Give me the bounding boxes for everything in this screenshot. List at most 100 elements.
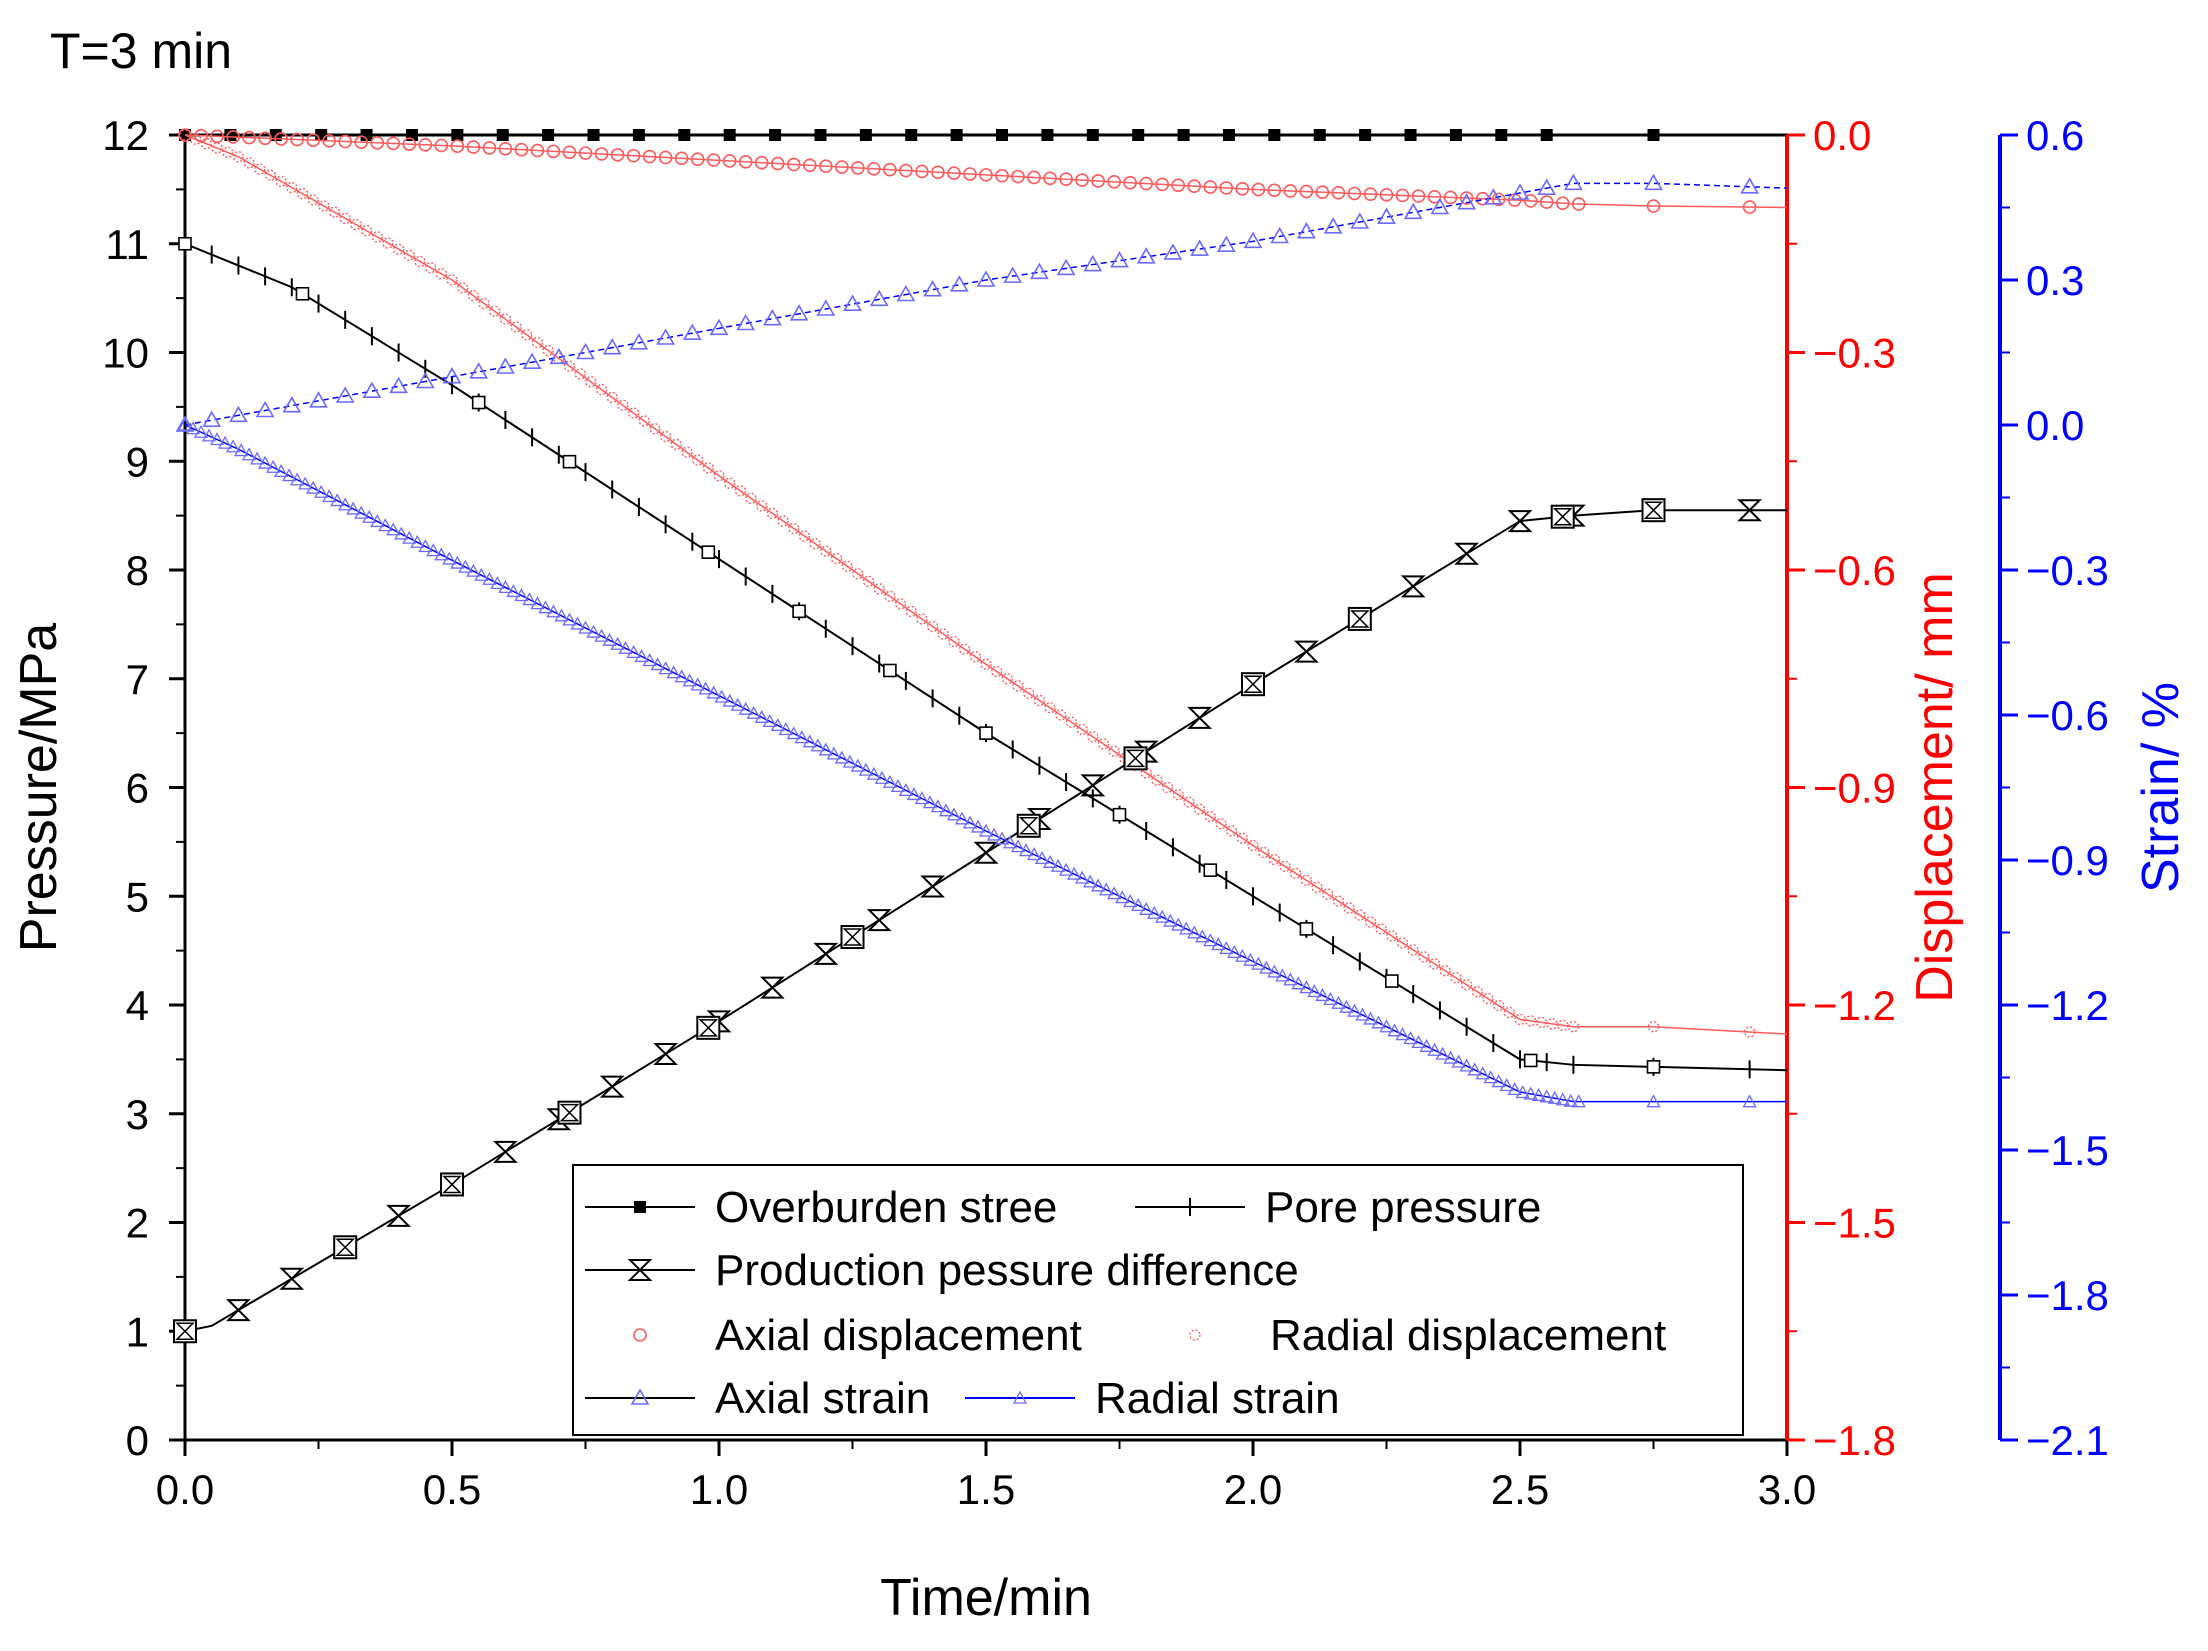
data-point — [1131, 898, 1146, 912]
series-pore-pressure — [184, 234, 1788, 1079]
data-point — [850, 758, 865, 772]
data-point-boxed-inner — [442, 1175, 462, 1194]
data-point — [229, 405, 248, 423]
data-point — [1364, 916, 1377, 928]
data-point — [642, 149, 657, 164]
data-point — [642, 653, 657, 667]
data-point — [1225, 825, 1238, 837]
data-point — [225, 1299, 251, 1322]
data-point — [1737, 499, 1763, 522]
legend-item: Production pessure difference — [585, 1246, 1299, 1295]
series-axial-displacement — [178, 128, 1788, 214]
data-point — [1491, 1074, 1506, 1088]
data-point — [1267, 183, 1282, 198]
data-point — [442, 551, 457, 565]
data-point — [490, 575, 505, 589]
legend-label: Pore pressure — [1265, 1183, 1541, 1232]
data-point — [1243, 952, 1258, 966]
data-point — [1299, 184, 1314, 199]
data-point — [185, 421, 201, 435]
data-point — [818, 742, 833, 756]
data-point — [1171, 178, 1186, 193]
data-point — [973, 841, 999, 864]
data-point — [1471, 985, 1483, 998]
data-point — [1510, 183, 1530, 200]
data-point — [382, 237, 394, 249]
data-point — [217, 435, 233, 449]
data-point — [1236, 832, 1249, 844]
data-point — [896, 284, 916, 302]
data-point — [1531, 1088, 1546, 1102]
data-point — [1107, 175, 1121, 189]
data-point — [618, 640, 633, 654]
data-point — [322, 489, 337, 503]
legend-label: Production pessure difference — [715, 1246, 1299, 1295]
data-point — [1546, 1018, 1558, 1030]
data-point — [986, 827, 1002, 841]
data-point — [1219, 181, 1234, 195]
data-point — [1387, 1023, 1402, 1037]
data-point — [1524, 1015, 1537, 1027]
data-point — [1211, 937, 1226, 951]
data-point — [1547, 1090, 1562, 1104]
data-point-boxed-inner — [559, 1103, 580, 1122]
data-point — [1523, 1086, 1538, 1100]
data-point — [1403, 1031, 1418, 1045]
data-point — [435, 268, 448, 280]
data-point — [980, 658, 992, 670]
x-tick-label: 1.0 — [690, 1466, 748, 1513]
data-point — [678, 129, 691, 141]
data-point — [802, 734, 817, 748]
data-point — [629, 333, 649, 350]
data-point — [1076, 723, 1088, 736]
data-point — [649, 423, 661, 435]
legend-swatch-marker — [1012, 1390, 1028, 1404]
data-point — [894, 598, 907, 610]
data-point — [1555, 1092, 1570, 1106]
data-point — [1083, 254, 1103, 272]
legend-swatch-marker — [633, 1328, 647, 1342]
data-point — [546, 144, 561, 159]
data-point — [1644, 173, 1663, 191]
data-point — [690, 152, 705, 167]
data-point — [794, 730, 809, 744]
data-point-square — [883, 663, 897, 678]
data-point — [1363, 187, 1378, 201]
data-point — [745, 492, 757, 505]
pressure-tick-label: 2 — [126, 1200, 149, 1247]
data-point-boxed-inner — [1349, 610, 1370, 628]
series-production-pessure-difference — [172, 499, 1787, 1343]
data-point — [1012, 680, 1024, 692]
data-point — [1363, 1011, 1378, 1025]
data-point — [634, 649, 649, 663]
data-point — [1507, 510, 1533, 533]
data-point-boxed-inner — [1643, 501, 1664, 519]
data-point — [418, 539, 433, 553]
data-point — [1027, 170, 1041, 185]
data-point — [1187, 925, 1202, 939]
strain-tick-label: −0.3 — [2026, 547, 2109, 594]
data-point — [1313, 129, 1326, 141]
data-point — [466, 140, 481, 154]
data-point — [1495, 129, 1508, 141]
data-point — [1564, 173, 1583, 191]
data-point-square — [1112, 807, 1127, 822]
data-point — [282, 468, 297, 482]
data-point — [851, 161, 865, 175]
data-point — [1083, 874, 1098, 888]
data-point — [1567, 1021, 1580, 1033]
data-point — [778, 722, 793, 736]
data-point — [1647, 1021, 1660, 1033]
data-point — [354, 505, 369, 519]
data-point — [1571, 1094, 1586, 1108]
data-point — [867, 161, 881, 176]
data-point — [954, 811, 970, 825]
data-point — [1435, 1046, 1450, 1060]
data-point — [922, 795, 938, 809]
data-point — [1219, 941, 1234, 955]
data-point — [926, 620, 939, 633]
data-point — [1034, 851, 1050, 865]
data-point — [706, 153, 721, 167]
data-point — [1091, 174, 1105, 188]
data-point — [674, 151, 689, 166]
